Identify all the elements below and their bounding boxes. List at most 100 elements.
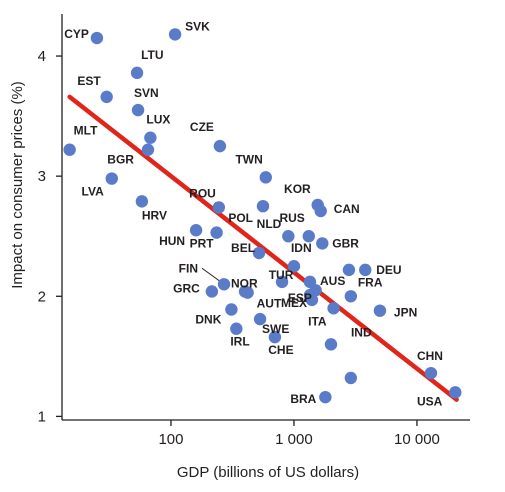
- point-label-grc: GRC: [173, 281, 200, 295]
- point-hun: [189, 224, 203, 237]
- point-fra: [344, 290, 358, 303]
- point-mlt: [63, 143, 76, 156]
- point-idn: [287, 260, 301, 273]
- x-ticks: 100 1 000 10 000: [158, 420, 440, 448]
- point-rou: [212, 201, 226, 214]
- axes: [61, 14, 470, 421]
- point-bel: [252, 246, 266, 260]
- point-label-cyp: CYP: [64, 27, 89, 41]
- point-labels: SVK CYP LTU EST SVN LUX MLT BGR CZE LVA TWN HRV ROU P…: [64, 19, 443, 408]
- point-label-bel: BEL: [231, 241, 255, 255]
- point-label-idn: IDN: [291, 241, 312, 255]
- y-axis-title: Impact on consumer prices (%): [9, 81, 26, 289]
- point-label-fra: FRA: [358, 275, 383, 289]
- point-label-mlt: MLT: [74, 124, 98, 138]
- point-label-rus: RUS: [279, 211, 304, 225]
- point-label-est: EST: [77, 74, 101, 88]
- point-lva: [105, 172, 118, 185]
- point-label-aus: AUS: [320, 274, 345, 288]
- x-tick-label-1-000: 1 000: [275, 431, 313, 448]
- point-bra: [319, 390, 332, 404]
- point-can: [314, 204, 327, 218]
- point-pol: [256, 199, 270, 213]
- point-label-nld: NLD: [257, 217, 282, 231]
- point-label-swe: SWE: [262, 322, 289, 336]
- point-est: [100, 90, 113, 104]
- point-nld: [282, 230, 295, 243]
- point-label-ind: IND: [351, 325, 372, 339]
- point-label-svn: SVN: [134, 86, 159, 100]
- point-bgr: [141, 143, 155, 156]
- point-label-lux: LUX: [146, 113, 170, 127]
- point-prt: [210, 226, 223, 239]
- data-points: [63, 28, 462, 404]
- point-label-usa: USA: [417, 394, 443, 408]
- point-grc: [205, 285, 219, 298]
- y-tick-label-2: 2: [38, 288, 46, 305]
- point-label-hrv: HRV: [142, 208, 167, 222]
- point-esp: [305, 293, 319, 307]
- point-rus: [302, 230, 315, 243]
- point-cyp: [90, 31, 104, 45]
- point-jpn: [373, 304, 387, 317]
- point-usa: [449, 386, 462, 399]
- point-label-bra: BRA: [290, 392, 316, 406]
- point-tur: [275, 275, 289, 289]
- point-label-mex: MEX: [281, 296, 307, 310]
- y-tick-label-4: 4: [38, 48, 46, 65]
- point-label-chn: CHN: [417, 349, 443, 363]
- x-tick-label-100: 100: [158, 431, 183, 448]
- point-label-svk: SVK: [185, 19, 210, 33]
- point-label-jpn: JPN: [394, 306, 417, 320]
- point-unlabeled-45: [309, 284, 322, 297]
- point-unlabeled-44: [342, 263, 356, 277]
- point-twn: [259, 171, 272, 184]
- point-swe: [253, 312, 267, 326]
- point-label-dnk: DNK: [195, 312, 221, 326]
- point-cze: [213, 139, 227, 153]
- point-lux: [144, 131, 157, 144]
- point-dnk: [225, 303, 238, 316]
- x-tick-label-10-000: 10 000: [394, 431, 440, 448]
- point-fin: [217, 278, 231, 291]
- point-label-che: CHE: [268, 343, 293, 357]
- point-ltu: [130, 66, 144, 80]
- point-label-tur: TUR: [269, 268, 294, 282]
- point-label-cze: CZE: [190, 120, 214, 134]
- point-irl: [230, 322, 243, 335]
- point-chn: [424, 366, 438, 380]
- point-label-twn: TWN: [235, 152, 262, 166]
- point-label-deu: DEU: [376, 263, 401, 277]
- point-deu: [359, 263, 372, 277]
- point-label-gbr: GBR: [332, 236, 359, 250]
- point-gbr: [316, 237, 329, 250]
- point-label-kor: KOR: [284, 182, 311, 196]
- trend-line: [67, 94, 459, 402]
- point-hrv: [135, 195, 149, 208]
- point-label-pol: POL: [228, 211, 253, 225]
- point-aut: [241, 286, 254, 299]
- point-label-ltu: LTU: [141, 48, 163, 62]
- point-che: [268, 330, 282, 344]
- point-label-nor: NOR: [231, 276, 258, 290]
- point-svk: [168, 28, 182, 41]
- point-label-ita: ITA: [308, 314, 327, 328]
- point-unlabeled-43: [344, 371, 358, 385]
- point-svn: [131, 103, 145, 117]
- y-ticks: 1 2 3 4: [38, 48, 62, 425]
- point-label-rou: ROU: [189, 186, 216, 200]
- y-tick-label-3: 3: [38, 168, 46, 185]
- x-axis-title: GDP (billions of US dollars): [177, 464, 359, 481]
- point-label-hun: HUN: [159, 234, 185, 248]
- y-tick-label-1: 1: [38, 408, 46, 425]
- point-label-fin: FIN: [179, 261, 198, 275]
- point-label-can: CAN: [334, 202, 360, 216]
- point-ind: [324, 338, 338, 351]
- point-ita: [327, 302, 340, 315]
- point-label-aut: AUT: [257, 297, 282, 311]
- point-label-lva: LVA: [82, 185, 105, 199]
- point-label-bgr: BGR: [107, 153, 134, 167]
- point-label-esp: ESP: [288, 291, 312, 305]
- point-label-irl: IRL: [230, 335, 249, 349]
